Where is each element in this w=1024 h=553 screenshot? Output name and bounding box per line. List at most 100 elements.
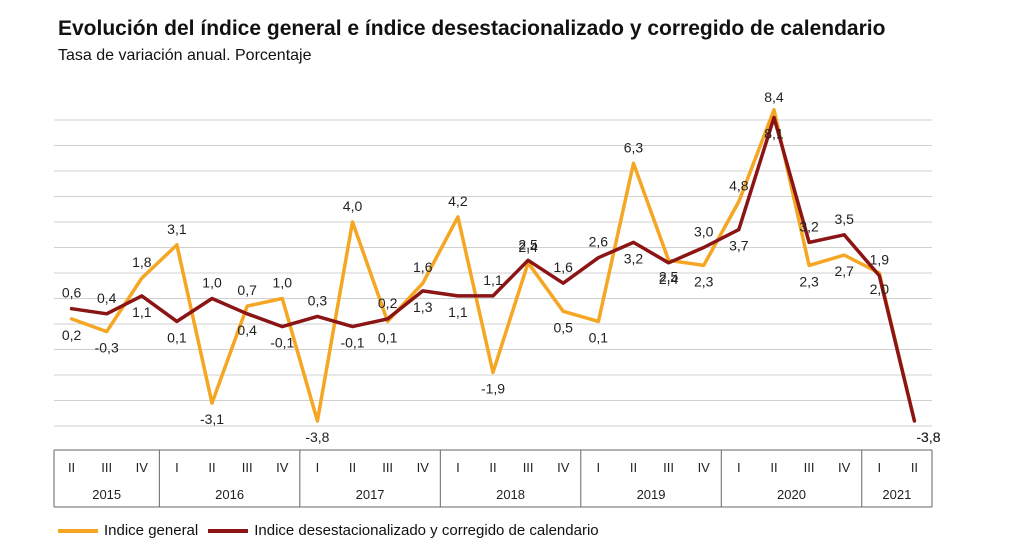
data-label-adjusted: -0,1 (270, 335, 294, 351)
data-point-general (561, 309, 565, 313)
data-label-general: 2,4 (518, 239, 538, 255)
data-point-general (421, 281, 425, 285)
x-tick-label: III (382, 460, 393, 475)
data-label-general: -3,8 (916, 429, 940, 445)
data-label-general: 3,1 (167, 221, 187, 237)
data-point-adjusted (70, 307, 74, 311)
data-point-general (70, 317, 74, 321)
data-label-adjusted: 1,3 (413, 299, 433, 315)
data-point-adjusted (175, 319, 179, 323)
data-label-adjusted: -3,8 (916, 429, 940, 445)
data-point-general (737, 200, 741, 204)
data-point-adjusted (526, 258, 530, 262)
data-label-general: -1,9 (481, 380, 505, 396)
year-label: 2020 (777, 487, 806, 502)
data-point-general (315, 419, 319, 423)
data-label-adjusted: 0,4 (97, 290, 117, 306)
data-point-adjusted (140, 294, 144, 298)
data-label-general: 4,0 (343, 198, 363, 214)
data-label-general: 2,7 (834, 263, 854, 279)
data-label-general: 1,8 (132, 254, 152, 270)
chart-subtitle: Tasa de variación anual. Porcentaje (58, 47, 312, 64)
data-point-adjusted (421, 289, 425, 293)
data-point-adjusted (596, 256, 600, 260)
data-point-general (491, 370, 495, 374)
data-point-adjusted (807, 240, 811, 244)
x-tick-label: I (737, 460, 741, 475)
data-label-general: 0,2 (62, 327, 82, 343)
data-point-general (807, 263, 811, 267)
legend-swatch-adjusted (208, 528, 249, 533)
data-label-general: 2,3 (694, 273, 714, 289)
data-label-adjusted: 1,1 (132, 304, 152, 320)
data-point-general (280, 297, 284, 300)
data-label-adjusted: 2,6 (589, 234, 609, 250)
x-tick-label: II (630, 460, 637, 475)
data-label-general: 8,4 (764, 89, 784, 105)
data-point-adjusted (842, 233, 846, 237)
year-label: 2021 (882, 487, 911, 502)
x-tick-label: IV (136, 460, 149, 475)
data-label-adjusted: 8,1 (764, 125, 784, 141)
legend-label-general: Indice general (104, 522, 199, 539)
data-label-general: 2,3 (799, 273, 819, 289)
x-tick-label: IV (838, 460, 851, 475)
data-label-adjusted: 3,2 (624, 250, 644, 266)
data-label-general: 4,2 (448, 193, 468, 209)
data-label-adjusted: 1,1 (448, 304, 468, 320)
data-label-adjusted: 3,5 (834, 211, 854, 227)
data-point-general (631, 161, 635, 165)
data-point-general (702, 263, 706, 267)
x-tick-label: II (770, 460, 777, 475)
x-tick-label: I (456, 460, 460, 475)
data-label-adjusted: 1,1 (483, 272, 503, 288)
legend-swatch-general (58, 528, 98, 533)
x-tick-label: I (175, 460, 179, 475)
data-label-general: -0,3 (95, 340, 119, 356)
data-label-adjusted: 0,1 (167, 329, 187, 345)
x-tick-label: II (489, 460, 496, 475)
x-tick-label: I (878, 460, 882, 475)
chart-title: Evolución del índice general e índice de… (58, 17, 886, 40)
data-point-adjusted (702, 246, 706, 249)
x-tick-label: IV (417, 460, 430, 475)
x-tick-label: II (68, 460, 75, 475)
data-point-adjusted (386, 317, 390, 321)
data-point-adjusted (105, 312, 109, 316)
data-label-adjusted: 0,3 (308, 292, 328, 308)
data-point-adjusted (561, 281, 565, 285)
data-label-adjusted: -0,1 (340, 335, 364, 351)
x-tick-label: III (242, 460, 253, 475)
data-point-general (210, 401, 214, 405)
data-label-adjusted: 0,6 (62, 285, 82, 301)
year-label: 2015 (92, 487, 121, 502)
data-label-general: 4,8 (729, 178, 749, 194)
data-point-adjusted (210, 297, 214, 300)
x-tick-label: IV (557, 460, 570, 475)
data-label-adjusted: 1,0 (202, 275, 222, 291)
data-label-general: -3,1 (200, 411, 224, 427)
year-label: 2017 (356, 487, 385, 502)
x-tick-label: II (208, 460, 215, 475)
legend-label-adjusted: Indice desestacionalizado y corregido de… (254, 522, 599, 539)
data-point-adjusted (245, 312, 249, 316)
data-point-adjusted (315, 314, 319, 318)
data-point-general (456, 215, 460, 219)
data-point-general (351, 220, 355, 224)
data-label-adjusted: 2,4 (659, 271, 679, 287)
year-label: 2019 (637, 487, 666, 502)
x-tick-label: I (597, 460, 601, 475)
data-point-adjusted (280, 325, 284, 329)
data-label-adjusted: 3,2 (799, 218, 819, 234)
data-label-general: 1,0 (273, 275, 293, 291)
data-point-general (245, 304, 249, 308)
x-tick-label: III (523, 460, 534, 475)
data-label-general: 0,5 (554, 319, 574, 335)
data-point-adjusted (737, 228, 741, 232)
data-label-general: 0,7 (237, 282, 257, 298)
data-point-adjusted (491, 294, 495, 298)
data-label-general: 0,1 (589, 329, 609, 345)
data-label-adjusted: 3,7 (729, 238, 749, 254)
data-label-general: 2,5 (659, 268, 679, 284)
